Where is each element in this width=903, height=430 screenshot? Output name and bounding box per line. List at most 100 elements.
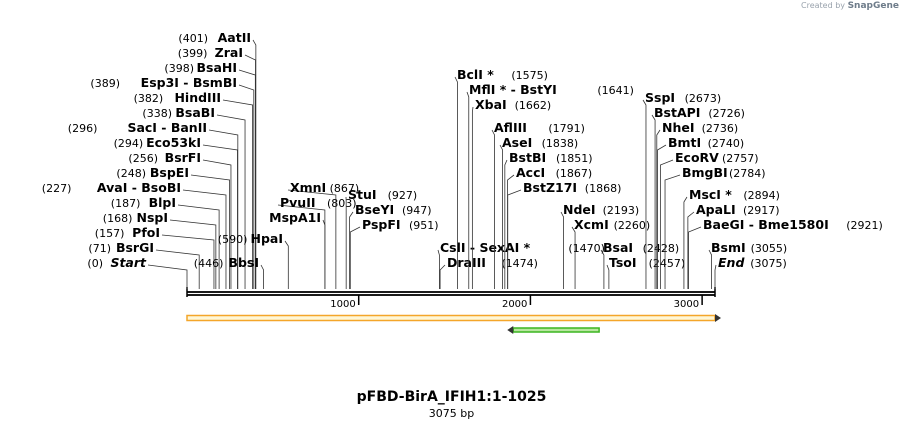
site-label: BbsI — [228, 255, 259, 270]
site-position: (927) — [388, 189, 418, 202]
feature-insert — [512, 327, 600, 333]
site-leader — [657, 144, 667, 289]
site-position: (2673) — [685, 92, 722, 105]
site-position: (1791) — [548, 122, 585, 135]
site-position: (296) — [68, 122, 98, 135]
site-position: (2917) — [743, 204, 780, 217]
site-label: BsrGI — [116, 240, 154, 255]
site-position: (2457) — [649, 257, 686, 270]
site-label: BstAPI — [654, 105, 700, 120]
site-label: BclI * — [457, 67, 494, 82]
site-position: (187) — [111, 197, 141, 210]
site-label: AseI — [502, 135, 532, 150]
ruler-tick-label: 1000 — [330, 299, 355, 310]
site-label: BsrFI — [165, 150, 201, 165]
ruler-tick-label: 2000 — [502, 299, 527, 310]
site-label: MflI * - BstYI — [469, 82, 557, 97]
site-label: BlpI — [149, 195, 176, 210]
site-label: HpaI — [251, 231, 284, 246]
site-label: StuI — [348, 187, 377, 202]
site-position: (248) — [116, 167, 146, 180]
site-position: (398) — [164, 62, 194, 75]
site-position: (1868) — [585, 182, 622, 195]
feature-backbone-arrow — [715, 314, 721, 322]
site-label: EcoRV — [675, 150, 719, 165]
site-leader — [504, 159, 508, 289]
ruler-tick-label: 3000 — [674, 299, 699, 310]
site-leader — [208, 129, 239, 289]
site-position: (0) — [87, 257, 103, 270]
site-label: BaeGI - Bme1580I — [703, 217, 829, 232]
site-label: BsaHI — [196, 60, 237, 75]
site-label: BsaI — [603, 240, 633, 255]
site-leader — [349, 226, 361, 289]
site-label: DraIII — [447, 255, 486, 270]
site-label: AflIII — [494, 120, 527, 135]
site-leader — [471, 106, 474, 289]
site-position: (2726) — [708, 107, 745, 120]
site-position: (157) — [95, 227, 125, 240]
site-label: Eco53kI — [146, 135, 201, 150]
site-position: (227) — [42, 182, 72, 195]
site-position: (401) — [178, 32, 208, 45]
site-position: (1851) — [556, 152, 593, 165]
site-leader — [491, 129, 495, 289]
site-leader — [708, 249, 712, 289]
site-leader — [177, 204, 220, 289]
site-label: ZraI — [215, 45, 243, 60]
site-leader — [606, 264, 610, 289]
site-label: NspI — [136, 210, 168, 225]
site-position: (3055) — [751, 242, 788, 255]
site-label: Start — [110, 255, 147, 270]
site-label: SacI - BanII — [127, 120, 207, 135]
site-label: TsoI — [609, 255, 637, 270]
site-label: BsmI — [711, 240, 746, 255]
site-label: XbaI — [475, 97, 507, 112]
site-leader — [683, 196, 688, 289]
site-position: (2740) — [708, 137, 745, 150]
site-label: XmnI — [290, 180, 326, 195]
site-label: BstBI — [509, 150, 546, 165]
plasmid-title: pFBD-BirA_IFIH1:1-1025 — [356, 389, 547, 405]
site-label: AatII — [218, 30, 251, 45]
site-leader — [349, 211, 354, 289]
site-label: PvuII — [280, 195, 316, 210]
site-leader — [147, 264, 188, 289]
site-leader — [499, 144, 503, 289]
site-position: (2894) — [743, 189, 780, 202]
site-leader — [182, 189, 227, 289]
site-leader — [202, 159, 232, 289]
site-leader — [155, 249, 200, 289]
site-label: NheI — [662, 120, 695, 135]
site-leader — [287, 189, 337, 289]
site-leader — [656, 129, 661, 289]
site-label: SspI — [645, 90, 675, 105]
site-leader — [216, 114, 246, 289]
site-position: (2784) — [729, 167, 766, 180]
feature-insert-arrow — [507, 326, 514, 334]
site-leader — [277, 204, 326, 289]
site-label: HindIII — [174, 90, 221, 105]
site-label: BmtI — [668, 135, 701, 150]
site-position: (399) — [178, 47, 208, 60]
site-leader — [466, 91, 470, 289]
site-label: BmgBI — [682, 165, 728, 180]
site-label: CslI - SexAI * — [440, 240, 531, 255]
site-leader — [260, 264, 264, 289]
site-position: (1838) — [542, 137, 579, 150]
site-leader — [659, 159, 674, 289]
site-leader — [687, 211, 695, 289]
site-position: (2428) — [643, 242, 680, 255]
site-position: (590) — [218, 233, 248, 246]
site-label: PfoI — [132, 225, 160, 240]
site-leader — [571, 226, 576, 289]
site-position: (2193) — [603, 204, 640, 217]
site-label: AvaI - BsoBI — [97, 180, 181, 195]
site-position: (803) — [327, 197, 357, 210]
snapgene-brand: Created by SnapGene — [801, 1, 899, 11]
site-position: (1662) — [515, 99, 552, 112]
site-leader — [252, 39, 257, 289]
site-leader — [238, 84, 255, 289]
feature-backbone — [186, 314, 716, 322]
